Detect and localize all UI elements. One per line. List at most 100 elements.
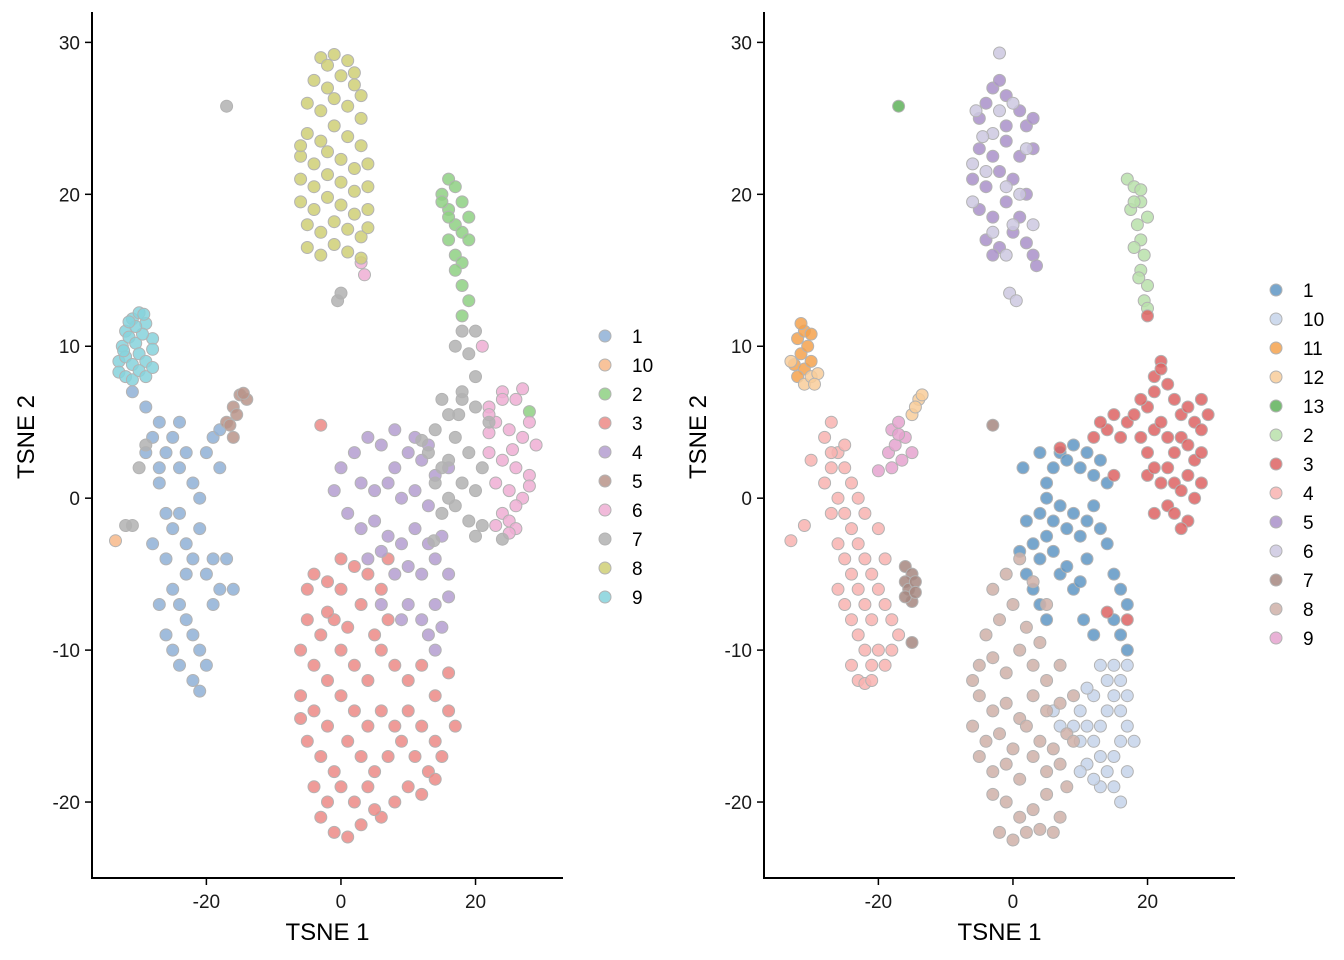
point-cluster-2	[1141, 210, 1154, 224]
legend-key-1	[1269, 283, 1283, 297]
x-tick-label: 0	[336, 892, 347, 913]
point-cluster-6	[1013, 187, 1027, 201]
point-cluster-12	[784, 354, 798, 368]
legend-key-10	[1269, 312, 1283, 326]
right-panel: -20 0 20 -20 -10 0 10 20 30 TSNE 1 TSNE 2 1 10 11 12 13…	[685, 12, 1324, 946]
x-axis-title: TSNE 1	[957, 919, 1041, 946]
point-cluster-8	[1026, 658, 1040, 672]
point-cluster-3	[354, 598, 368, 611]
point-cluster-8	[1013, 643, 1027, 657]
point-cluster-3	[1194, 446, 1208, 460]
point-cluster-4	[838, 438, 852, 452]
point-cluster-4	[831, 491, 845, 505]
point-cluster-4	[824, 461, 838, 475]
point-cluster-1	[1073, 575, 1087, 589]
legend-key-11	[1269, 341, 1283, 355]
point-cluster-8	[294, 172, 308, 186]
point-cluster-7	[462, 347, 476, 361]
point-cluster-8	[321, 168, 334, 182]
point-cluster-3	[1161, 377, 1175, 391]
legend-key-6	[598, 503, 612, 517]
point-cluster-12	[808, 377, 821, 391]
point-cluster-8	[972, 750, 986, 763]
point-cluster-9	[139, 370, 153, 384]
legend-key-12	[1269, 370, 1283, 384]
point-cluster-3	[334, 582, 348, 596]
point-cluster-4	[871, 582, 885, 596]
x-tick-label: -20	[865, 892, 892, 913]
point-cluster-8	[986, 582, 1000, 596]
point-cluster-3	[1147, 461, 1161, 475]
point-cluster-1	[213, 582, 227, 596]
y-tick-label: 30	[59, 33, 80, 54]
point-cluster-6	[966, 195, 980, 209]
point-cluster-1	[1100, 537, 1114, 551]
point-cluster-4	[851, 537, 865, 551]
point-cluster-8	[314, 104, 328, 118]
legend-key-5	[1269, 515, 1283, 529]
legend-label-6: 6	[632, 501, 643, 522]
point-cluster-3	[1093, 415, 1107, 429]
point-cluster-4	[831, 537, 845, 551]
point-cluster-3	[368, 628, 382, 642]
point-cluster-1	[1040, 613, 1054, 627]
point-cluster-3	[381, 750, 395, 763]
point-cluster-4	[851, 582, 865, 596]
point-cluster-4	[368, 514, 382, 528]
point-cluster-3	[1201, 408, 1215, 422]
point-cluster-7	[220, 99, 234, 113]
point-cluster-5	[236, 386, 250, 400]
y-tick-label: -20	[53, 793, 80, 814]
point-cluster-8	[1019, 620, 1033, 634]
point-cluster-3	[334, 552, 348, 566]
point-cluster-3	[1194, 423, 1208, 437]
point-cluster-3	[1147, 506, 1161, 520]
point-cluster-6	[506, 443, 519, 457]
point-cluster-6	[1026, 218, 1040, 232]
legend-label-1: 1	[1303, 281, 1314, 302]
point-cluster-8	[1053, 757, 1067, 771]
point-cluster-3	[334, 643, 348, 657]
point-cluster-1	[1040, 476, 1054, 490]
point-cluster-2	[1127, 241, 1141, 254]
point-cluster-6	[986, 225, 1000, 239]
point-cluster-4	[334, 461, 348, 475]
point-cluster-1	[193, 491, 207, 505]
point-cluster-5	[999, 119, 1013, 133]
point-cluster-3	[300, 734, 314, 748]
point-cluster-1	[1077, 613, 1091, 627]
point-cluster-4	[415, 613, 429, 627]
point-cluster-1	[1016, 461, 1030, 475]
point-cluster-6	[979, 165, 993, 178]
point-cluster-1	[186, 552, 200, 566]
point-cluster-8	[1013, 772, 1027, 786]
point-cluster-1	[1073, 461, 1087, 475]
legend: 1 10 2 3 4 5 6 7 8 9	[598, 327, 653, 609]
point-cluster-6	[502, 484, 516, 498]
point-cluster-5	[1030, 259, 1043, 273]
point-cluster-4	[865, 674, 879, 687]
point-cluster-4	[341, 506, 355, 520]
point-cluster-4	[851, 628, 865, 642]
point-cluster-8	[1053, 696, 1067, 710]
point-cluster-4	[428, 552, 442, 566]
point-cluster-5	[226, 430, 240, 444]
point-cluster-7	[455, 392, 469, 406]
point-cluster-10	[1100, 674, 1114, 687]
point-cluster-5	[999, 134, 1013, 148]
point-cluster-3	[1154, 476, 1168, 490]
point-cluster-8	[1046, 742, 1060, 756]
point-cluster-10	[1107, 750, 1121, 763]
point-cluster-3	[1194, 392, 1208, 406]
point-cluster-1	[220, 552, 234, 566]
point-cluster-6	[1019, 142, 1033, 156]
point-cluster-1	[1046, 514, 1060, 528]
point-cluster-4	[395, 537, 408, 551]
point-cluster-4	[354, 476, 368, 490]
point-cluster-7	[331, 294, 345, 308]
point-cluster-4	[845, 658, 858, 672]
point-cluster-4	[374, 598, 388, 611]
point-cluster-4	[361, 430, 375, 444]
point-cluster-6	[522, 415, 536, 429]
